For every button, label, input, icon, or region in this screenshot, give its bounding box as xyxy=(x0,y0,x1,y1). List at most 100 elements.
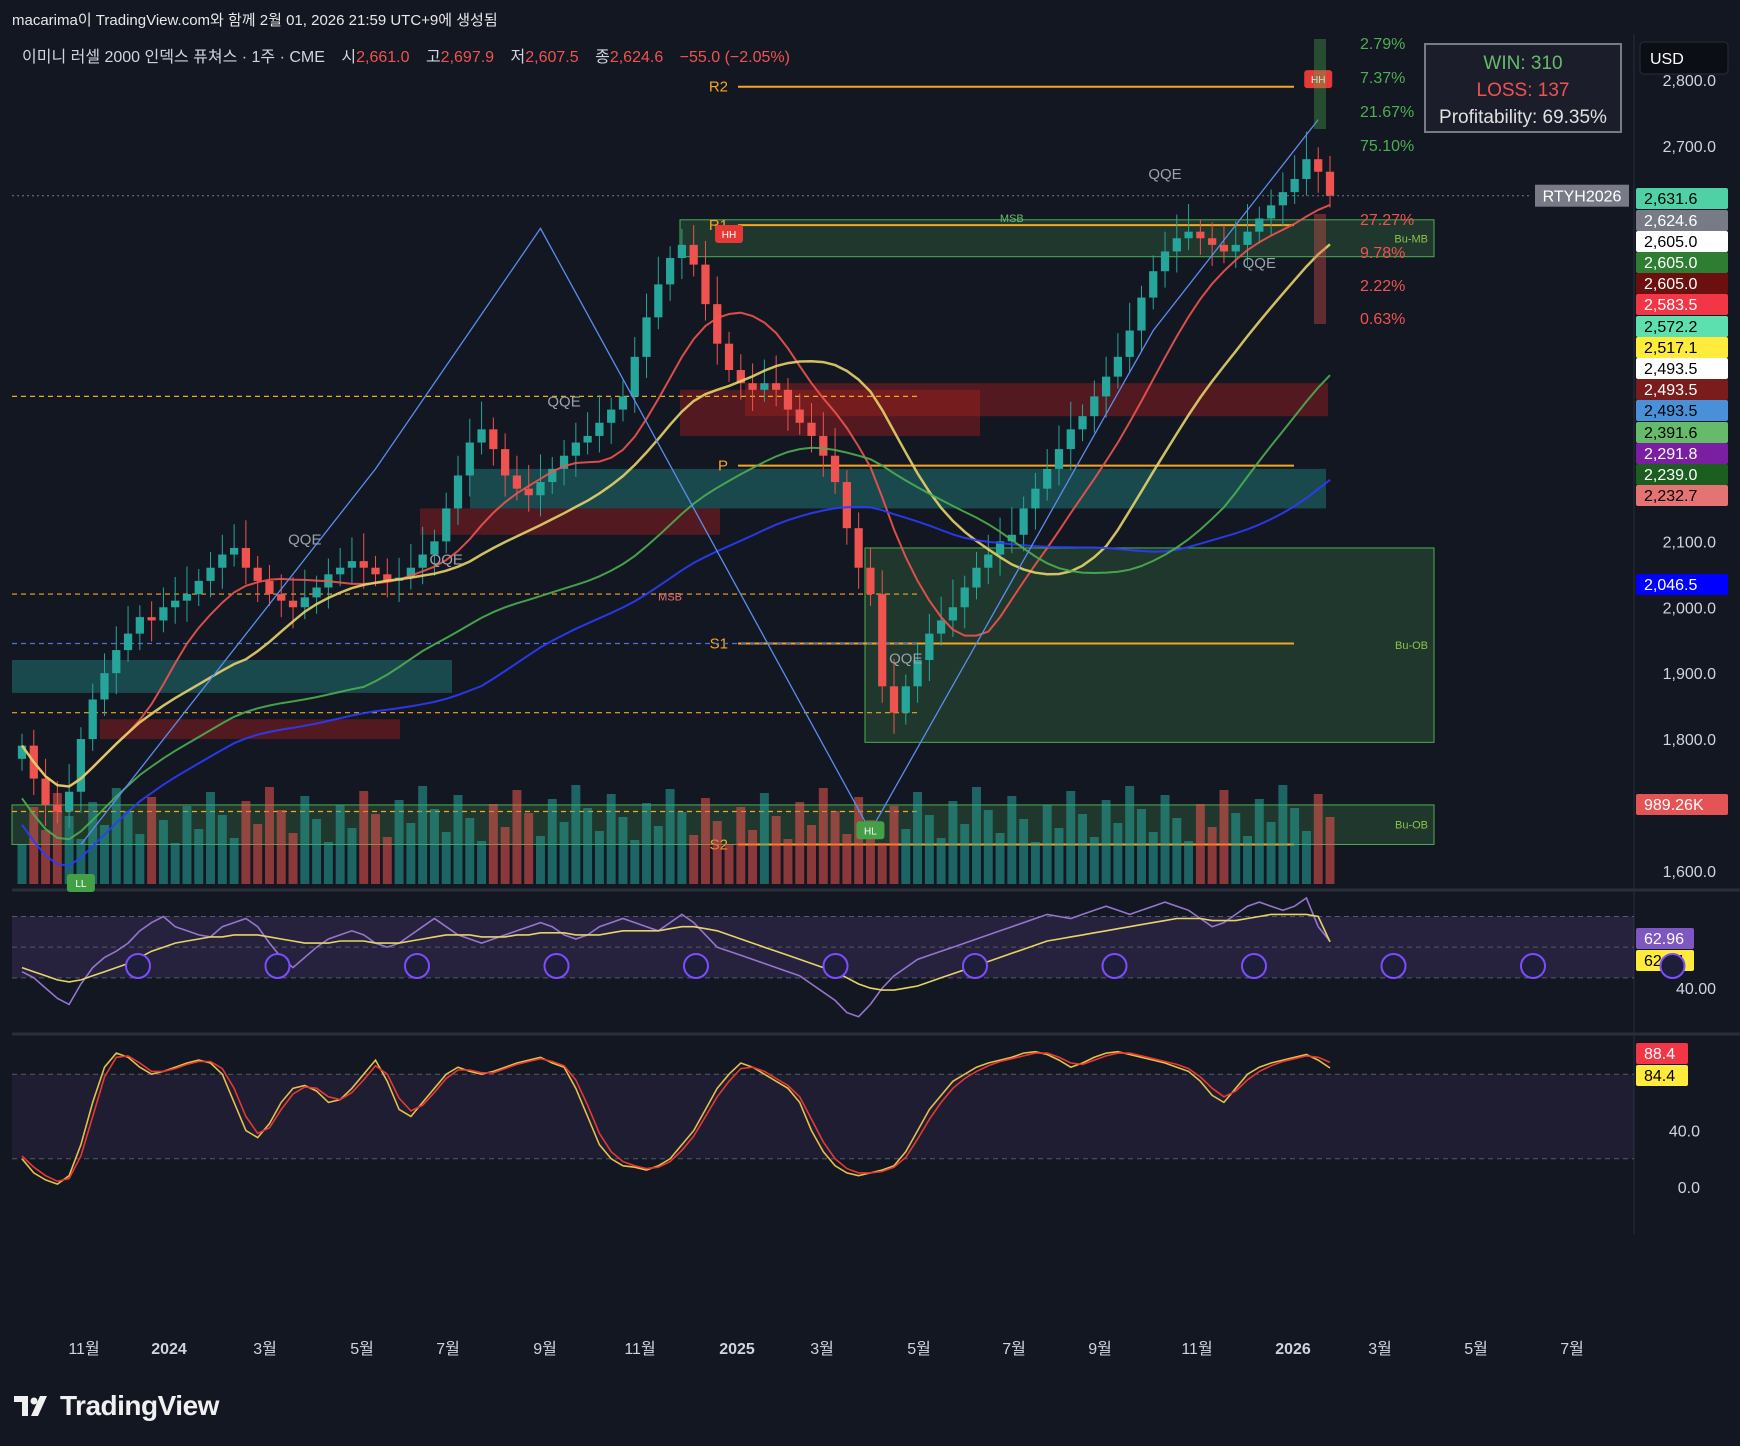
candle-body xyxy=(218,554,227,568)
price-tag-bg xyxy=(1636,273,1728,294)
candle-body xyxy=(194,580,203,595)
top-bar: macarima이 TradingView.com와 함께 2월 01, 202… xyxy=(0,0,1740,34)
candle-body xyxy=(229,547,239,555)
volume-bar xyxy=(371,814,380,884)
volume-bar xyxy=(41,830,51,884)
currency-button[interactable]: USD xyxy=(1639,41,1729,75)
bearish-block xyxy=(745,383,1328,417)
candle-body xyxy=(654,284,663,318)
volume-bar xyxy=(1078,814,1088,884)
fib-level-label: 7.37% xyxy=(1360,70,1405,87)
candle-body xyxy=(807,422,816,436)
candle-body xyxy=(265,580,274,595)
candle-body xyxy=(1266,205,1276,219)
candle-body xyxy=(1196,231,1205,239)
candle-body xyxy=(866,567,875,595)
symbol-tag: RTYH2026 xyxy=(1543,189,1622,206)
volume-bar xyxy=(64,816,74,884)
volume-bar xyxy=(441,832,451,884)
volume-bar xyxy=(700,798,710,884)
volume-bar xyxy=(206,792,216,884)
volume-bar xyxy=(1278,785,1288,884)
volume-bar xyxy=(76,839,86,884)
candle-body xyxy=(336,567,345,575)
candle-body xyxy=(1160,251,1170,272)
rsi-series-line xyxy=(21,913,1331,991)
candle-body xyxy=(489,429,498,450)
tradingview-logo[interactable]: TradingView xyxy=(14,1390,219,1422)
volume-bar xyxy=(948,801,958,884)
pivot-label: P xyxy=(718,458,728,475)
price-tick-label: 2,800.0 xyxy=(1663,73,1716,90)
volume-bar xyxy=(889,806,899,884)
chart-canvas[interactable]: Bu-MBBu-OBBu-OBR2R1PS1S2HHHHHLLLQQEQQEQQ… xyxy=(0,34,1740,1376)
stoch-series-line xyxy=(21,1052,1331,1183)
qqe-label: QQE xyxy=(1243,255,1276,272)
candle-body xyxy=(147,617,156,621)
volume-bar xyxy=(677,812,687,884)
candle-body xyxy=(701,264,710,305)
candle-body xyxy=(984,554,993,568)
volume-bar xyxy=(583,808,593,884)
zone-label: Bu-OB xyxy=(1395,640,1428,652)
legend-low-value: 2,607.5 xyxy=(525,49,578,66)
candle-body xyxy=(359,561,368,568)
qqe-label: QQE xyxy=(547,393,580,410)
candle-body xyxy=(1019,508,1028,535)
volume-bar xyxy=(854,797,864,884)
stoch-tick-label: 0.0 xyxy=(1678,1180,1700,1197)
volume-bar xyxy=(288,833,298,884)
volume-bar xyxy=(194,829,204,884)
legend-open-label: 시 xyxy=(341,49,356,66)
candle-body xyxy=(501,449,510,476)
volume-bar xyxy=(406,823,416,884)
zone-label: Bu-MB xyxy=(1394,233,1428,245)
price-tag: 2,291.8 xyxy=(1644,446,1697,463)
price-tag: 2,493.5 xyxy=(1644,382,1697,399)
event-marker-icon xyxy=(543,953,570,979)
time-tick-label: 3월 xyxy=(253,1340,277,1358)
event-marker-icon xyxy=(1101,953,1128,979)
volume-bar xyxy=(512,790,522,884)
volume-bar xyxy=(347,828,357,884)
event-marker-icon xyxy=(962,953,988,979)
volume-bar xyxy=(300,796,310,884)
volume-bar xyxy=(1266,822,1276,884)
volume-bar xyxy=(88,802,98,884)
candle-body xyxy=(913,659,922,687)
rsi-tick-label: 40.00 xyxy=(1676,981,1716,998)
volume-bar xyxy=(1089,837,1099,884)
volume-bar xyxy=(241,801,251,884)
candle-body xyxy=(1066,429,1075,450)
volume-bar xyxy=(877,843,887,884)
candle-body xyxy=(1243,231,1252,245)
candle-body xyxy=(713,304,722,344)
volume-bar xyxy=(571,785,581,884)
candle-body xyxy=(135,617,144,634)
volume-bar xyxy=(182,806,192,884)
candle-body xyxy=(1137,297,1146,331)
volume-bar xyxy=(712,821,722,884)
time-tick-label: 3월 xyxy=(1368,1340,1392,1358)
pivot-label: R2 xyxy=(709,79,728,96)
time-tick-label: 11월 xyxy=(624,1340,655,1358)
msb-label: MSB xyxy=(1000,213,1024,225)
candle-body xyxy=(571,442,580,456)
volume-bar xyxy=(123,811,133,884)
volume-bar xyxy=(1101,800,1111,884)
price-tag: 2,046.5 xyxy=(1644,577,1697,594)
volume-bar xyxy=(1325,817,1335,884)
candle-body xyxy=(512,475,522,489)
candle-body xyxy=(937,620,946,634)
volume-bar xyxy=(1254,799,1264,884)
volume-bar xyxy=(818,788,828,884)
volume-bar xyxy=(972,787,981,884)
price-tag-bg xyxy=(1636,574,1728,595)
volume-bar xyxy=(488,804,498,884)
candle-body xyxy=(1043,468,1052,489)
candle-body xyxy=(548,468,557,483)
legend-low-label: 저 xyxy=(511,48,526,66)
candle-body xyxy=(1054,449,1064,469)
time-tick-label: 3월 xyxy=(810,1340,834,1358)
price-axis: 2,800.0 2,700.0 2,100.0 2,000.0 1,900.0 1,800… xyxy=(1636,73,1728,881)
